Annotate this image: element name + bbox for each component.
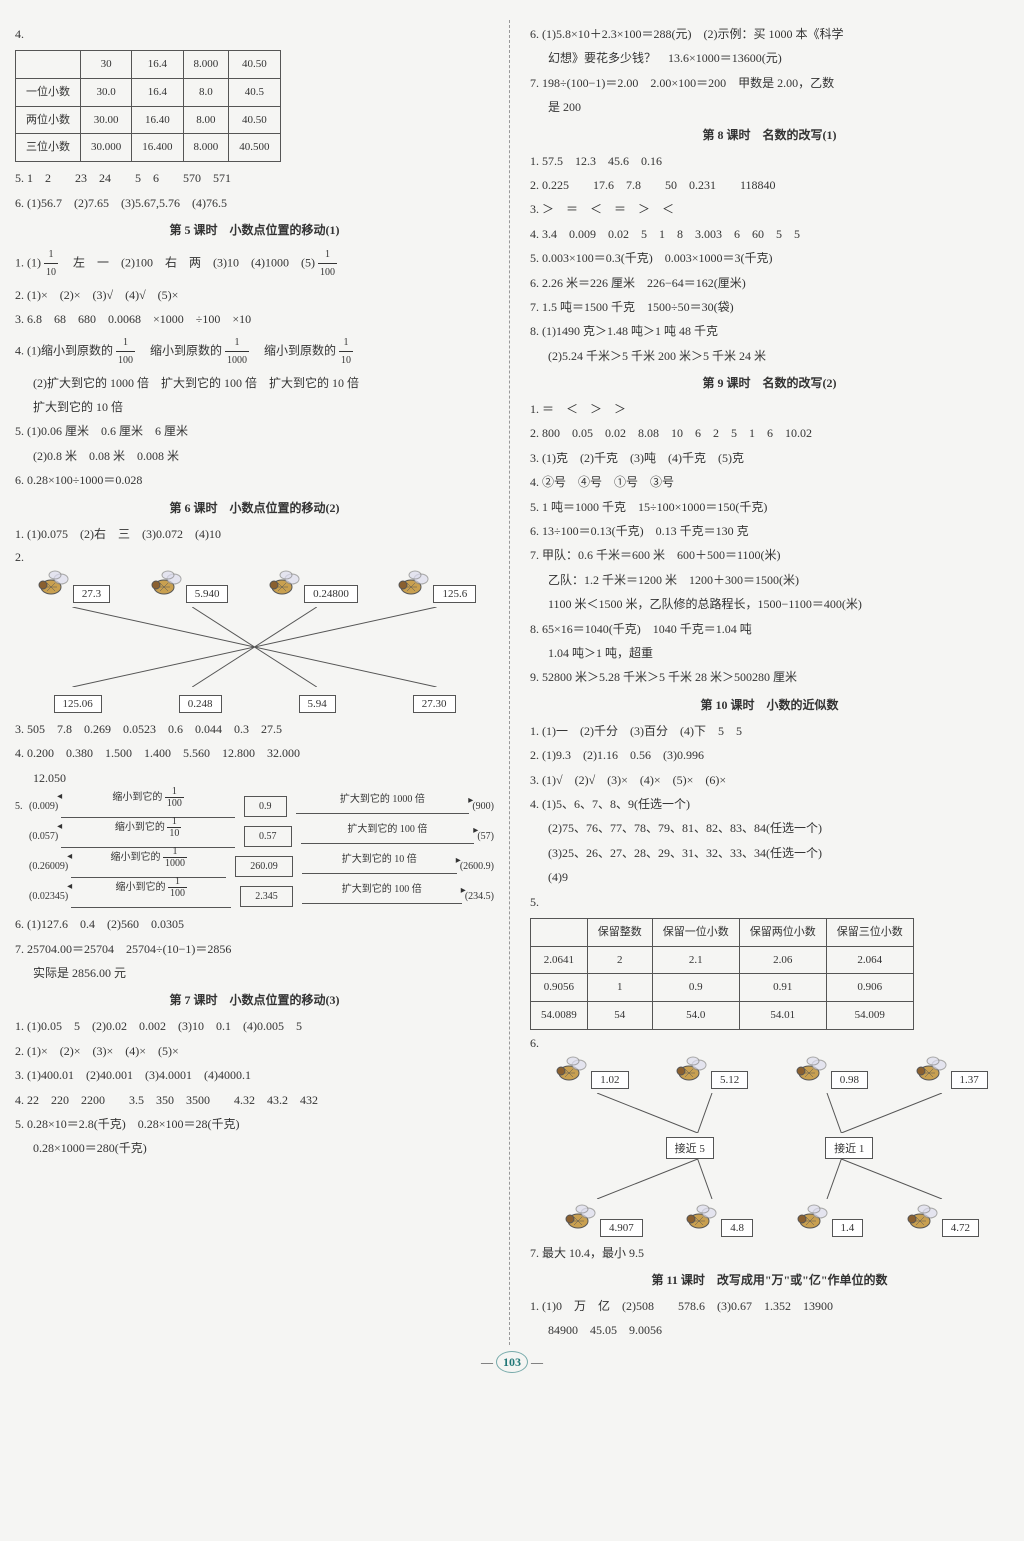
s10q5-table: 保留整数保留一位小数保留两位小数保留三位小数2.064122.12.062.06… bbox=[530, 918, 914, 1030]
s7q5a: 5. 0.28×10＝2.8(千克) 0.28×100＝28(千克) bbox=[15, 1114, 494, 1134]
s10q4d: (4)9 bbox=[530, 867, 1009, 887]
s5q2: 2. (1)× (2)× (3)√ (4)√ (5)× bbox=[15, 285, 494, 305]
tree-lines-1 bbox=[530, 1093, 1009, 1133]
s5q1b: 左 一 (2)100 右 两 (3)10 (4)1000 (5) bbox=[61, 255, 315, 269]
s10q6-top: 1.025.120.981.37 bbox=[530, 1055, 1009, 1089]
s6q2-bot-row: 125.060.2485.9427.30 bbox=[15, 695, 494, 713]
sec10-title: 第 10 课时 小数的近似数 bbox=[530, 696, 1009, 713]
s8q2: 2. 0.225 17.6 7.8 50 0.231 118840 bbox=[530, 175, 1009, 195]
sec9-title: 第 9 课时 名数的改写(2) bbox=[530, 374, 1009, 391]
s5q1a: 1. (1) bbox=[15, 255, 41, 269]
s10q6-diagram: 6. 1.025.120.981.37 接近 5 接近 1 4.9074.81.… bbox=[530, 1036, 1009, 1237]
tree-lines-2 bbox=[530, 1159, 1009, 1199]
sec7-title: 第 7 课时 小数点位置的移动(3) bbox=[15, 991, 494, 1008]
mid-box-0: 接近 5 bbox=[666, 1137, 714, 1159]
page-content: 4. 3016.48.00040.50一位小数30.016.48.040.5两位… bbox=[0, 0, 1024, 1345]
s9q2: 2. 800 0.05 0.02 8.08 10 6 2 5 1 6 10.02 bbox=[530, 423, 1009, 443]
s6q6: 6. (1)127.6 0.4 (2)560 0.0305 bbox=[15, 914, 494, 934]
s8q7: 7. 1.5 吨＝1500 千克 1500÷50＝30(袋) bbox=[530, 297, 1009, 317]
s6q3: 3. 505 7.8 0.269 0.0523 0.6 0.044 0.3 27… bbox=[15, 719, 494, 739]
s9q9: 9. 52800 米＞5.28 千米＞5 千米 28 米＞500280 厘米 bbox=[530, 667, 1009, 687]
cross-lines-svg bbox=[15, 607, 494, 687]
s9q6: 6. 13÷100＝0.13(千克) 0.13 千克＝130 克 bbox=[530, 521, 1009, 541]
s11q1b: 84900 45.05 9.0056 bbox=[530, 1320, 1009, 1340]
q4-num: 4. bbox=[15, 27, 24, 41]
s9q4: 4. ②号 ④号 ①号 ③号 bbox=[530, 472, 1009, 492]
s7q2: 2. (1)× (2)× (3)× (4)× (5)× bbox=[15, 1041, 494, 1061]
s5q5b: (2)0.8 米 0.08 米 0.008 米 bbox=[15, 446, 494, 466]
s6q2-top-row: 27.35.9400.24800125.6 bbox=[15, 569, 494, 603]
s9q3: 3. (1)克 (2)千克 (3)吨 (4)千克 (5)克 bbox=[530, 448, 1009, 468]
s10q4b: (2)75、76、77、78、79、81、82、83、84(任选一个) bbox=[530, 818, 1009, 838]
s10q6-bot: 4.9074.81.44.72 bbox=[530, 1203, 1009, 1237]
s5q4e: 扩大到它的 10 倍 bbox=[15, 397, 494, 417]
s5q1: 1. (1) 110 左 一 (2)100 右 两 (3)10 (4)1000 … bbox=[15, 246, 494, 281]
s7q3: 3. (1)400.01 (2)40.001 (3)4.0001 (4)4000… bbox=[15, 1065, 494, 1085]
s8q3: 3. ＞ ＝ ＜ ＝ ＞ ＜ bbox=[530, 199, 1009, 219]
s10q1: 1. (1)一 (2)千分 (3)百分 (4)下 5 5 bbox=[530, 721, 1009, 741]
s5q3: 3. 6.8 68 680 0.0068 ×1000 ÷100 ×10 bbox=[15, 309, 494, 329]
s10q4c: (3)25、26、27、28、29、31、32、33、34(任选一个) bbox=[530, 843, 1009, 863]
frac-1-100: 1100 bbox=[318, 246, 337, 281]
s5q4d: (2)扩大到它的 1000 倍 扩大到它的 100 倍 扩大到它的 10 倍 bbox=[15, 373, 494, 393]
s7q1: 1. (1)0.05 5 (2)0.02 0.002 (3)10 0.1 (4)… bbox=[15, 1016, 494, 1036]
frac-1-10: 110 bbox=[44, 246, 58, 281]
s5q5a: 5. (1)0.06 厘米 0.6 厘米 6 厘米 bbox=[15, 421, 494, 441]
q4-container: 4. 3016.48.00040.50一位小数30.016.48.040.5两位… bbox=[15, 24, 494, 162]
s10q3: 3. (1)√ (2)√ (3)× (4)× (5)× (6)× bbox=[530, 770, 1009, 790]
s9q7c: 1100 米＜1500 米，乙队修的总路程长，1500−1100＝400(米) bbox=[530, 594, 1009, 614]
s9q8b: 1.04 吨＞1 吨，超重 bbox=[530, 643, 1009, 663]
s9q7b: 乙队：1.2 千米＝1200 米 1200＋300＝1500(米) bbox=[530, 570, 1009, 590]
s6q4a: 4. 0.200 0.380 1.500 1.400 5.560 12.800 … bbox=[15, 743, 494, 763]
right-column: 6. (1)5.8×10＋2.3×100＝288(元) (2)示例：买 1000… bbox=[530, 20, 1009, 1345]
s8q8b: (2)5.24 千米＞5 千米 200 米＞5 千米 24 米 bbox=[530, 346, 1009, 366]
s5q6: 6. 0.28×100÷1000＝0.028 bbox=[15, 470, 494, 490]
s10q6-num: 6. bbox=[530, 1036, 539, 1050]
s9q5: 5. 1 吨＝1000 千克 15÷100×1000＝150(千克) bbox=[530, 497, 1009, 517]
sec11-title: 第 11 课时 改写成用"万"或"亿"作单位的数 bbox=[530, 1271, 1009, 1288]
s8q1: 1. 57.5 12.3 45.6 0.16 bbox=[530, 151, 1009, 171]
s6q2-num: 2. bbox=[15, 550, 24, 564]
s5q4a: 4. (1)缩小到原数的 1100 缩小到原数的 11000 缩小到原数的 11… bbox=[15, 334, 494, 369]
sec6-title: 第 6 课时 小数点位置的移动(2) bbox=[15, 499, 494, 516]
s6q7b: 实际是 2856.00 元 bbox=[15, 963, 494, 983]
s7q4: 4. 22 220 2200 3.5 350 3500 4.32 43.2 43… bbox=[15, 1090, 494, 1110]
r7a: 7. 198÷(100−1)＝2.00 2.00×100＝200 甲数是 2.0… bbox=[530, 73, 1009, 93]
r6b: 幻想》要花多少钱？ 13.6×1000＝13600(元) bbox=[530, 48, 1009, 68]
page-number: — 103 — bbox=[0, 1345, 1024, 1380]
s7q5b: 0.28×1000＝280(千克) bbox=[15, 1138, 494, 1158]
s10q2: 2. (1)9.3 (2)1.16 0.56 (3)0.996 bbox=[530, 745, 1009, 765]
q4-table: 3016.48.00040.50一位小数30.016.48.040.5两位小数3… bbox=[15, 50, 281, 162]
s9q1: 1. ＝ ＜ ＞ ＞ bbox=[530, 399, 1009, 419]
s6q5-rows: 5.(0.009)缩小到它的 1100◂0.9扩大到它的 1000 倍▸(900… bbox=[15, 794, 494, 908]
s10q5-num: 5. bbox=[530, 895, 539, 909]
s6q1: 1. (1)0.075 (2)右 三 (3)0.072 (4)10 bbox=[15, 524, 494, 544]
s6q7a: 7. 25704.00＝25704 25704÷(10−1)＝2856 bbox=[15, 939, 494, 959]
r6a: 6. (1)5.8×10＋2.3×100＝288(元) (2)示例：买 1000… bbox=[530, 24, 1009, 44]
s8q8a: 8. (1)1490 克＞1.48 吨＞1 吨 48 千克 bbox=[530, 321, 1009, 341]
s10q7: 7. 最大 10.4，最小 9.5 bbox=[530, 1243, 1009, 1263]
sec5-title: 第 5 课时 小数点位置的移动(1) bbox=[15, 221, 494, 238]
s9q8a: 8. 65×16＝1040(千克) 1040 千克＝1.04 吨 bbox=[530, 619, 1009, 639]
s10q4a: 4. (1)5、6、7、8、9(任选一个) bbox=[530, 794, 1009, 814]
left-column: 4. 3016.48.00040.50一位小数30.016.48.040.5两位… bbox=[15, 20, 510, 1345]
s10q6-mid: 接近 5 接近 1 bbox=[530, 1137, 1009, 1159]
s6q4b: 12.050 bbox=[15, 768, 494, 788]
q6: 6. (1)56.7 (2)7.65 (3)5.67,5.76 (4)76.5 bbox=[15, 193, 494, 213]
s8q5: 5. 0.003×100＝0.3(千克) 0.003×1000＝3(千克) bbox=[530, 248, 1009, 268]
r7b: 是 200 bbox=[530, 97, 1009, 117]
s8q6: 6. 2.26 米＝226 厘米 226−64＝162(厘米) bbox=[530, 273, 1009, 293]
s9q7a: 7. 甲队：0.6 千米＝600 米 600＋500＝1100(米) bbox=[530, 545, 1009, 565]
s10q5-container: 5. 保留整数保留一位小数保留两位小数保留三位小数2.064122.12.062… bbox=[530, 892, 1009, 1030]
mid-box-1: 接近 1 bbox=[825, 1137, 873, 1159]
s8q4: 4. 3.4 0.009 0.02 5 1 8 3.003 6 60 5 5 bbox=[530, 224, 1009, 244]
q5: 5. 1 2 23 24 5 6 570 571 bbox=[15, 168, 494, 188]
s6q2-diagram: 2. 27.35.9400.24800125.6 125.060.2485.94… bbox=[15, 550, 494, 713]
sec8-title: 第 8 课时 名数的改写(1) bbox=[530, 126, 1009, 143]
s11q1a: 1. (1)0 万 亿 (2)508 578.6 (3)0.67 1.352 1… bbox=[530, 1296, 1009, 1316]
